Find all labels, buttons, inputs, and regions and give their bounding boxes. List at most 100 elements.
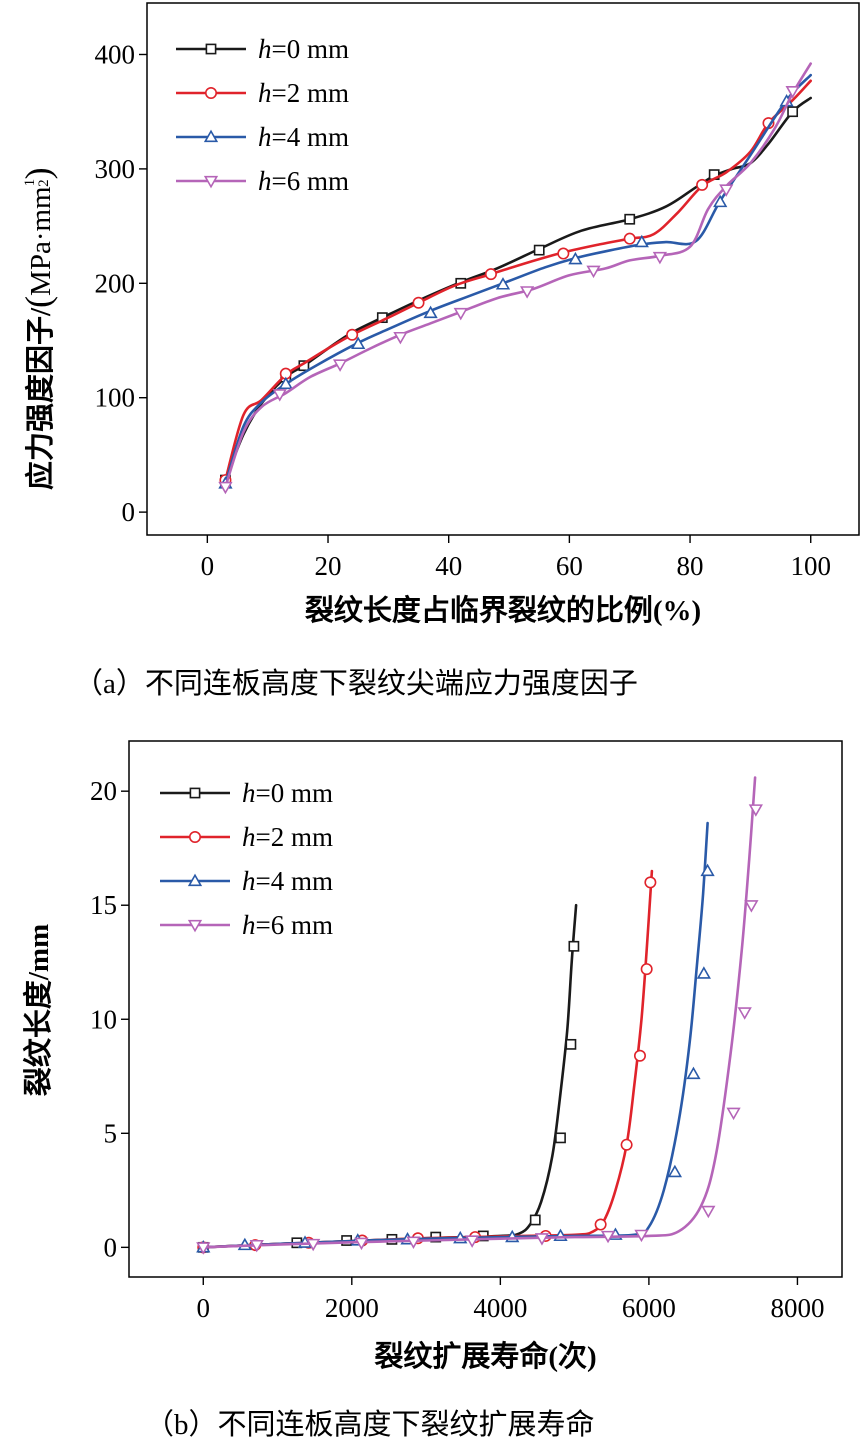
y-axis-label-text: 裂纹长度/mm [22,924,55,1096]
legend-label: h=0 mm [242,778,333,808]
data-point-triangle-up [495,277,511,290]
legend-marker [187,873,203,887]
legend-rest: =2 mm [256,822,333,852]
data-point-square [568,940,580,952]
x-axis-label: 裂纹长度占临界裂纹的比例(%) [305,593,701,627]
data-point-triangle-up [634,234,649,248]
legend-h: h [242,778,256,808]
y-tick-label: 15 [90,890,117,920]
x-tick-label: 0 [197,1293,211,1323]
legend-label: h=4 mm [242,866,333,896]
data-point-triangle-down [393,331,408,345]
y-axis-label-text: 应力强度因子/ [23,307,57,490]
data-point-triangle-down [701,1205,716,1219]
plot-frame [128,740,843,1278]
data-point-triangle-up [696,966,711,979]
data-point-triangle-down [726,1107,741,1121]
data-point-square [555,1132,566,1144]
data-point-circle [633,1049,646,1062]
data-point-triangle-down [634,1229,649,1243]
legend-marker [205,87,218,100]
legend-rest: =6 mm [256,910,333,940]
series-6mm [196,776,763,1255]
data-point-triangle-down [600,1230,616,1244]
y-tick-label: 5 [104,1118,118,1148]
unit-exponent-den: 2 [36,179,52,187]
legend: h=0 mmh=2 mmh=4 mmh=6 mm [160,778,333,940]
y-axis-label: 裂纹长度/mm [22,924,55,1096]
y-axis-label: 应力强度因子/(MPa·mm12) [18,167,58,490]
unit-exponent-num: 1 [22,179,38,187]
legend-h: h [258,122,272,152]
legend-label: h=0 mm [258,34,349,64]
x-tick-label: 6000 [622,1293,676,1323]
data-point-circle [644,876,657,889]
x-tick-label: 60 [556,551,583,581]
series-4mm [218,73,812,489]
data-point-square [565,1038,577,1050]
legend-rest: =0 mm [256,778,333,808]
series-line [224,62,812,489]
x-tick-label: 40 [435,551,462,581]
data-point-circle [412,296,425,309]
legend-rest: =2 mm [272,78,349,108]
data-point-triangle-down [520,286,535,299]
series-line [202,903,578,1249]
x-tick-label: 80 [677,551,704,581]
figure-caption: （b）不同连板高度下裂纹扩展寿命 [145,1408,595,1441]
data-point-triangle-down [354,1237,369,1251]
y-axis-unit: (MPa·mm12) [18,167,58,308]
legend-marker [189,830,202,843]
x-tick-label: 100 [790,551,831,581]
data-point-circle [346,328,359,341]
data-point-square [533,244,545,256]
series-line [224,96,812,482]
data-point-triangle-down [406,1236,421,1250]
series-6mm [218,62,812,495]
x-tick-label: 0 [201,551,215,581]
legend-h: h [242,910,256,940]
series-0mm [197,903,580,1253]
data-point-circle [620,1138,633,1151]
data-point-triangle-up [686,1066,701,1080]
data-point-triangle-up [423,305,438,319]
data-point-triangle-down [534,1233,550,1246]
legend-rest: =4 mm [272,122,349,152]
data-point-triangle-down [748,804,763,817]
data-point-square [787,106,799,118]
legend-label: h=4 mm [258,122,349,152]
data-point-triangle-down [453,307,468,321]
data-point-circle [594,1218,607,1231]
y-tick-label: 200 [95,268,136,298]
data-point-triangle-up [713,194,728,208]
y-tick-label: 300 [95,154,136,184]
chart-a: 0 20 40 60 80 100 0 100 200 300 400 裂纹长度占临界裂纹的比例(%)… [18,2,860,700]
data-point-circle [623,232,636,245]
legend-h: h [258,166,272,196]
legend-marker [189,787,201,799]
data-point-triangle-down [719,184,734,197]
series-0mm [220,96,812,486]
data-point-circle [640,963,653,976]
plot-frame [146,2,860,536]
data-point-triangle-down [218,481,233,495]
x-tick-label: 20 [315,551,342,581]
y-tick-label: 0 [122,497,136,527]
data-point-triangle-down [737,1007,752,1020]
data-point-triangle-down [465,1235,480,1248]
y-tick-label: 20 [90,776,117,806]
data-point-triangle-down [785,85,800,99]
unit-paren-close: ) [18,167,58,179]
series-line [224,79,812,482]
x-axis-label: 裂纹扩展寿命(次) [374,1339,596,1373]
unit-text: MPa·mm [25,186,57,296]
legend-h: h [258,34,272,64]
data-point-triangle-up [351,336,366,350]
legend-label: h=2 mm [258,78,349,108]
data-point-square [624,213,636,225]
data-point-triangle-up [667,1164,683,1178]
data-point-triangle-down [586,265,601,279]
data-point-triangle-up [700,863,715,877]
unit-paren-open: ( [18,296,58,308]
